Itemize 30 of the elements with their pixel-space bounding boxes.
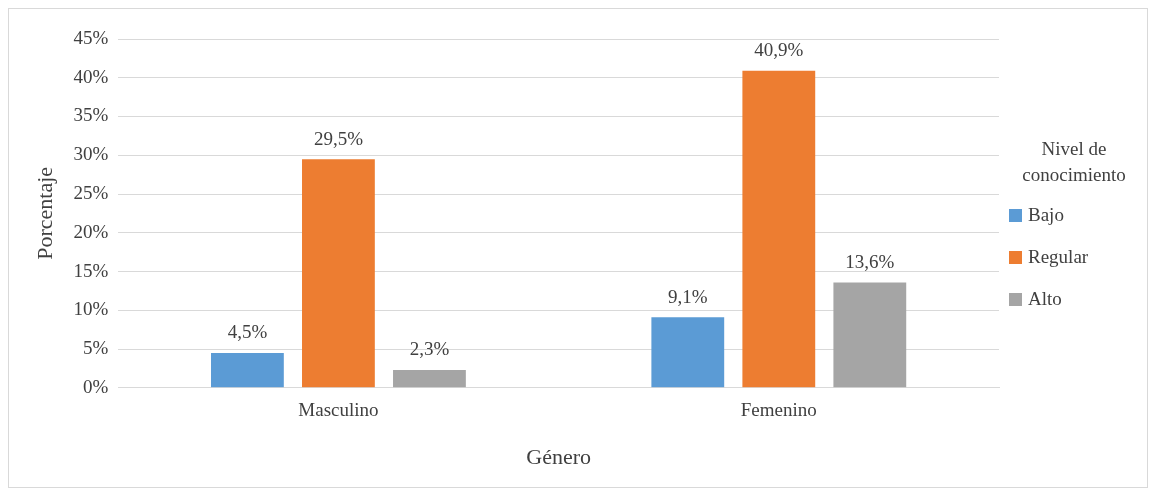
data-label: 13,6% [845,250,895,272]
y-tick-label: 20% [73,220,109,242]
bar [833,282,907,388]
legend-label: Alto [1028,288,1062,310]
bar [393,369,466,388]
y-tick-label: 40% [73,65,109,87]
y-tick-label: 45% [73,26,109,48]
x-tick-label: Masculino [298,399,379,421]
y-tick-label: 0% [82,375,109,397]
y-tick-label: 15% [73,259,109,281]
data-label: 40,9% [754,39,804,61]
y-tick-label: 30% [73,143,109,165]
bar [651,317,725,388]
data-label: 9,1% [668,285,708,307]
y-tick-label: 35% [73,104,109,126]
data-label: 2,3% [409,338,450,360]
legend-label: Bajo [1028,204,1064,226]
data-label: 29,5% [313,127,364,149]
y-tick-label: 10% [73,298,109,320]
bar [302,159,375,388]
bar [742,70,816,388]
x-axis-title: Género [526,443,591,469]
legend-label: Regular [1028,246,1089,268]
y-tick-label: 25% [73,182,109,204]
x-tick-label: Femenino [740,399,817,421]
bar [211,352,284,388]
y-tick-label: 5% [82,337,109,359]
data-label: 4,5% [227,321,268,343]
y-axis-title: Porcentaje [31,166,57,260]
legend-title: Nivel de conocimiento [1021,137,1127,187]
